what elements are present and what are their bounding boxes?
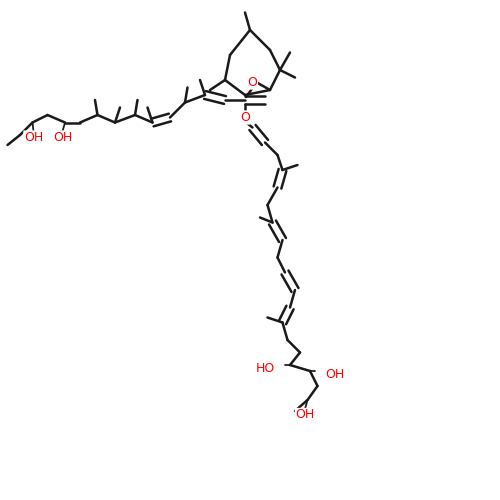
Text: OH: OH: [325, 368, 344, 382]
Text: HO: HO: [256, 362, 275, 376]
Text: OH: OH: [53, 131, 72, 144]
Text: O: O: [248, 76, 258, 89]
Text: O: O: [240, 111, 250, 124]
Text: OH: OH: [296, 408, 314, 422]
Text: OH: OH: [24, 131, 43, 144]
